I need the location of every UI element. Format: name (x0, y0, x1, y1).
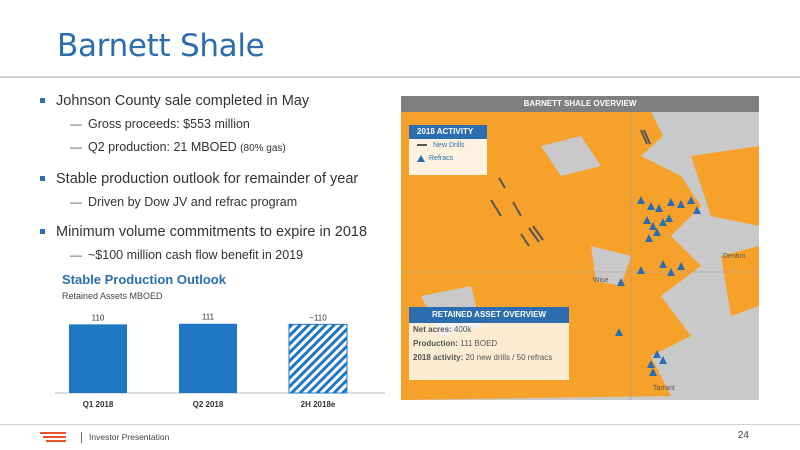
bullet-item: Minimum volume commitments to expire in … (38, 223, 388, 241)
title-divider (0, 76, 800, 78)
chart-bar (288, 323, 348, 394)
legend-label: Refracs (429, 155, 454, 162)
legend-title: 2018 ACTIVITY (409, 125, 487, 139)
sub-bullet-note: (80% gas) (240, 143, 286, 154)
overview-value: 400k (453, 325, 472, 334)
sub-bullet-item: Gross proceeds: $553 million (38, 116, 388, 132)
acreage-area (721, 246, 759, 316)
overview-label: Production: (413, 339, 458, 348)
legend-label: New Drills (433, 142, 465, 149)
city-label: Denton (723, 253, 746, 260)
city-label: Wise (593, 277, 609, 284)
drill-line-icon (417, 144, 427, 147)
sub-bullet-item: ~$100 million cash flow benefit in 2019 (38, 247, 388, 263)
map-legend: 2018 ACTIVITY New Drills Refracs (409, 125, 487, 175)
chart-bar (69, 324, 127, 393)
page-number: 24 (737, 430, 749, 441)
overview-value: 111 BOED (460, 339, 498, 348)
overview-activity: 2018 activity: 20 new drills / 50 refrac… (409, 351, 569, 365)
overview-label: Net acres: (413, 325, 452, 334)
retained-asset-overview: RETAINED ASSET OVERVIEW Net acres: 400k … (409, 307, 569, 380)
overview-label: 2018 activity: (413, 353, 464, 362)
overview-title: RETAINED ASSET OVERVIEW (409, 307, 569, 323)
gray-patch (591, 246, 631, 286)
legend-refracs: Refracs (409, 152, 487, 165)
new-drills (490, 129, 651, 247)
production-bar-chart: 110 Q1 2018 111 Q2 2018 ~110 2H 2018e (55, 313, 385, 409)
bullet-item: Johnson County sale completed in May (38, 92, 388, 110)
footer-separator (81, 432, 82, 443)
chart-subtitle: Retained Assets MBOED (62, 291, 163, 301)
chart-data-label: ~110 (309, 313, 327, 322)
chart-title: Stable Production Outlook (62, 272, 226, 287)
chart-bar (179, 323, 237, 393)
chart-tick-label: Q2 2018 (193, 400, 224, 409)
chart-data-label: 110 (92, 313, 105, 322)
footer-text: Investor Presentation (89, 432, 170, 442)
chart-tick-label: Q1 2018 (83, 400, 114, 409)
bullet-list: Johnson County sale completed in May Gro… (38, 92, 388, 270)
sub-bullet-text: Driven by Dow JV and refrac program (88, 195, 298, 209)
sub-bullet-text: ~$100 million cash flow benefit in 2019 (88, 248, 304, 262)
overview-net-acres: Net acres: 400k (409, 323, 569, 337)
sub-bullet-item: Driven by Dow JV and refrac program (38, 194, 388, 210)
overview-production: Production: 111 BOED (409, 337, 569, 351)
legend-new-drills: New Drills (409, 139, 487, 152)
city-label: Tarrant (653, 385, 675, 392)
gray-patch (541, 136, 601, 176)
chart-tick-label: 2H 2018e (301, 400, 336, 409)
overview-value: 20 new drills / 50 refracs (465, 353, 553, 362)
map-header: BARNETT SHALE OVERVIEW (401, 96, 759, 112)
refracs (615, 196, 701, 376)
bullet-item: Stable production outlook for remainder … (38, 170, 388, 188)
sub-bullet-text: Q2 production: 21 MBOED (88, 140, 237, 154)
sub-bullet-text: Gross proceeds: $553 million (88, 117, 250, 131)
acreage-area (691, 146, 759, 226)
chart-data-label: 111 (202, 313, 215, 322)
sub-bullet-item: Q2 production: 21 MBOED (80% gas) (38, 139, 388, 157)
triangle-icon (417, 154, 425, 162)
page-title: Barnett Shale (57, 28, 265, 64)
footer-divider (0, 424, 800, 425)
company-logo-icon (40, 432, 66, 442)
